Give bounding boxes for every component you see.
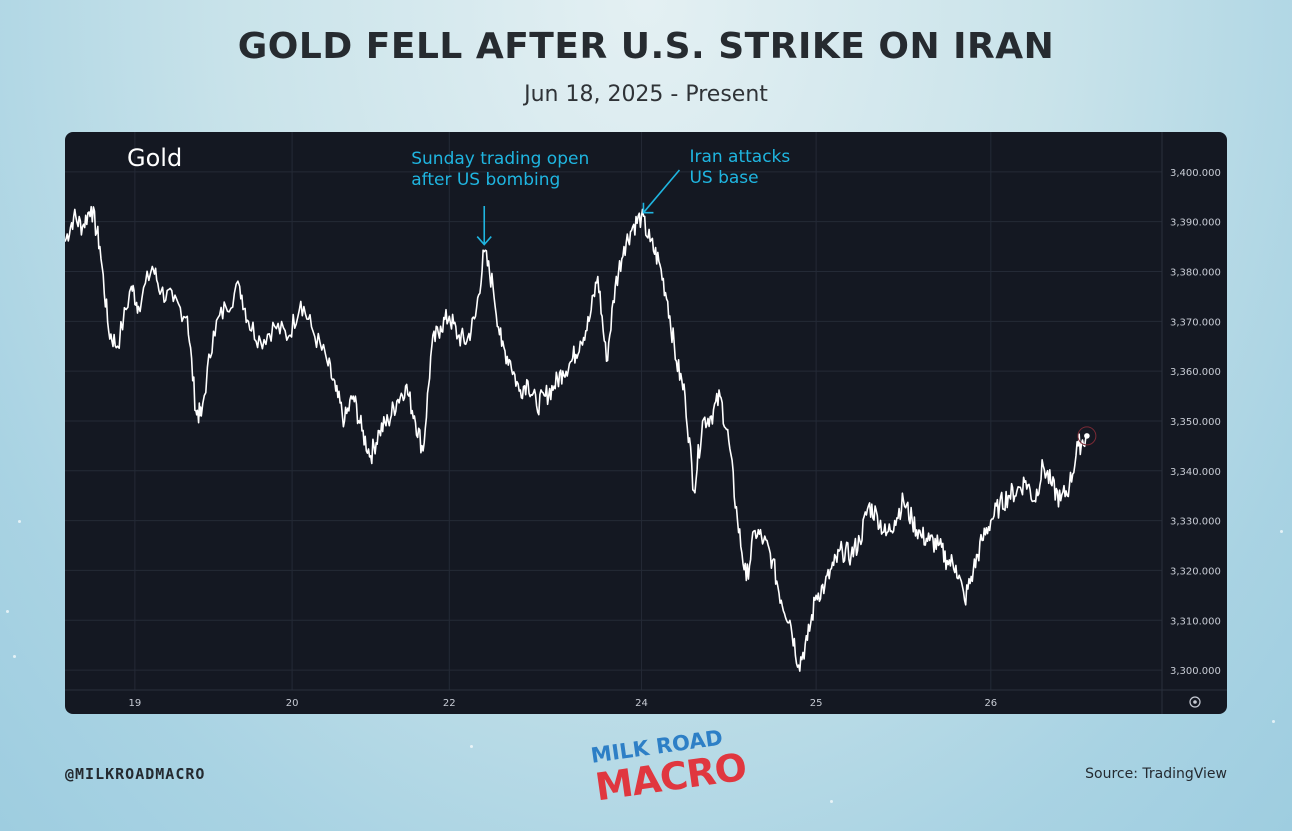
last-price-dot <box>1084 433 1090 439</box>
y-tick-label: 3,330.000 <box>1170 517 1221 528</box>
chart-panel[interactable]: 3,300.000 3,310.000 3,320.000 3,330.000 3,34… <box>65 132 1227 714</box>
background-sparkle <box>1280 530 1283 533</box>
background-sparkle <box>18 520 21 523</box>
social-handle: @MILKROADMACRO <box>65 765 205 783</box>
annotation-arrow <box>643 170 679 213</box>
x-tick-label: 20 <box>286 698 299 709</box>
chart-title: Gold <box>127 144 182 172</box>
annotation-text: Iran attacks <box>689 147 790 167</box>
x-tick-label: 19 <box>129 698 142 709</box>
x-tick-label: 25 <box>810 698 823 709</box>
annotation-text: after US bombing <box>411 170 560 190</box>
y-tick-label: 3,300.000 <box>1170 666 1221 677</box>
background-sparkle <box>1272 720 1275 723</box>
y-tick-label: 3,390.000 <box>1170 218 1221 229</box>
y-tick-label: 3,360.000 <box>1170 367 1221 378</box>
annotation-text: US base <box>689 168 758 188</box>
annotation-text: Sunday trading open <box>411 149 589 169</box>
y-tick-label: 3,400.000 <box>1170 168 1221 179</box>
page-title: GOLD FELL AFTER U.S. STRIKE ON IRAN <box>0 26 1292 67</box>
page-subtitle: Jun 18, 2025 - Present <box>0 82 1292 107</box>
background-sparkle <box>830 800 833 803</box>
y-tick-label: 3,380.000 <box>1170 268 1221 279</box>
x-tick-label: 22 <box>443 698 456 709</box>
background-sparkle <box>13 655 16 658</box>
settings-gear-center <box>1193 700 1197 704</box>
y-tick-label: 3,370.000 <box>1170 317 1221 328</box>
y-tick-label: 3,350.000 <box>1170 417 1221 428</box>
gold-price-chart[interactable]: 3,300.000 3,310.000 3,320.000 3,330.000 3,34… <box>65 132 1227 714</box>
y-tick-label: 3,340.000 <box>1170 467 1221 478</box>
gold-price-line[interactable] <box>65 207 1087 671</box>
source-credit: Source: TradingView <box>1085 766 1227 782</box>
y-tick-label: 3,310.000 <box>1170 616 1221 627</box>
x-tick-label: 26 <box>984 698 997 709</box>
y-tick-label: 3,320.000 <box>1170 566 1221 577</box>
milk-road-macro-logo: MILK ROAD MACRO <box>589 727 709 820</box>
x-tick-label: 24 <box>635 698 648 709</box>
background-sparkle <box>6 610 9 613</box>
background-sparkle <box>470 745 473 748</box>
